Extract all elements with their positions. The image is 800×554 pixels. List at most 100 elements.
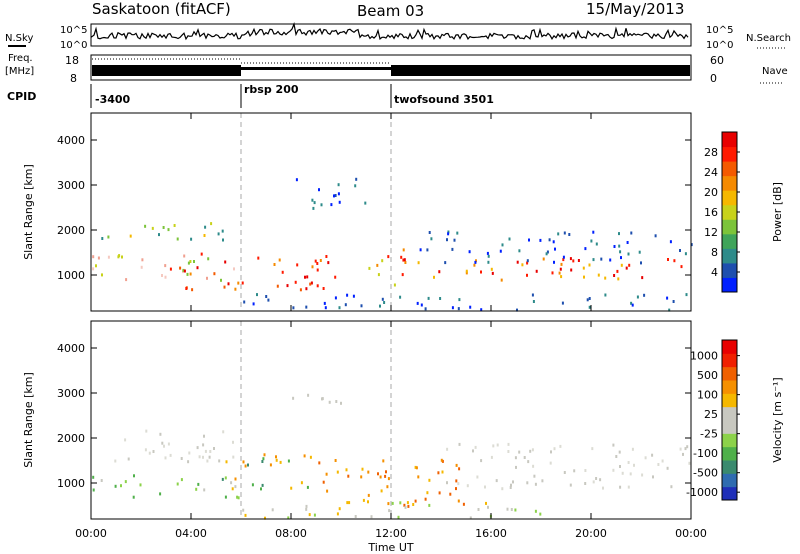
scatter-cell xyxy=(309,455,312,459)
scatter-cell xyxy=(218,459,221,463)
scatter-cell xyxy=(583,275,585,279)
scatter-cell xyxy=(514,456,517,460)
scatter-cell xyxy=(582,266,585,270)
scatter-cell xyxy=(360,475,363,479)
scatter-cell xyxy=(224,495,227,499)
scatter-cell xyxy=(107,235,110,239)
scatter-cell xyxy=(527,460,530,464)
colorbar-segment xyxy=(722,146,737,162)
scatter-cell xyxy=(496,443,499,447)
velocity-colorbar: 1000 500 100 25 -25 -100 -500 -1000 xyxy=(686,339,740,501)
scatter-cell xyxy=(402,258,405,262)
scatter-cell xyxy=(626,241,629,244)
scatter-cell xyxy=(595,477,598,480)
scatter-cell xyxy=(107,255,110,259)
scatter-cell xyxy=(232,455,235,459)
colorbar-segment xyxy=(722,190,737,206)
scatter-cell xyxy=(145,429,148,433)
scatter-cell xyxy=(633,463,635,467)
scatter-cell xyxy=(474,260,477,264)
scatter-cell xyxy=(490,267,493,271)
scatter-cell xyxy=(416,301,419,305)
scatter-cell xyxy=(162,226,165,229)
colorbar-tick-label: 24 xyxy=(704,166,718,179)
scatter-cell xyxy=(196,266,199,270)
scatter-cell xyxy=(224,476,227,480)
scatter-cell xyxy=(234,287,237,291)
scatter-cell xyxy=(630,231,633,235)
scatter-cell xyxy=(322,287,325,290)
scatter-cell xyxy=(144,448,147,452)
velocity-y-axis: 1000 2000 3000 4000 xyxy=(57,342,691,490)
scatter-cell xyxy=(387,502,390,506)
scatter-cell xyxy=(225,460,228,464)
scatter-cell xyxy=(558,271,561,275)
scatter-cell xyxy=(640,261,642,265)
scatter-cell xyxy=(612,468,615,472)
scatter-cell xyxy=(568,233,571,236)
scatter-cell xyxy=(572,259,575,263)
scatter-cell xyxy=(480,308,483,312)
scatter-cell xyxy=(281,270,284,274)
scatter-cell xyxy=(230,481,233,485)
scatter-cell xyxy=(420,303,423,307)
scatter-cell xyxy=(384,474,387,478)
power-y-axis: 1000 2000 3000 4000 xyxy=(57,134,691,282)
scatter-cell xyxy=(618,244,621,248)
scatter-cell xyxy=(377,472,379,476)
scatter-cell xyxy=(355,177,358,181)
scatter-cell xyxy=(367,493,370,497)
scatter-cell xyxy=(294,280,297,284)
freq-panel: Freq. [MHz] 18 8 60 0 Nave xyxy=(5,53,788,85)
scatter-cell xyxy=(242,460,245,464)
colorbar-segment xyxy=(722,393,737,408)
scatter-cell xyxy=(182,268,185,272)
scatter-cell xyxy=(507,450,510,453)
scatter-cell xyxy=(487,505,489,509)
scatter-cell xyxy=(206,459,209,463)
scatter-cell xyxy=(604,293,607,297)
scatter-cell xyxy=(518,249,521,253)
scatter-cell xyxy=(651,453,654,457)
scatter-cell xyxy=(641,276,644,280)
scatter-cell xyxy=(379,304,381,308)
colorbar-tick-label: 16 xyxy=(704,206,718,219)
scatter-cell xyxy=(487,254,490,258)
scatter-cell xyxy=(446,447,449,451)
scatter-cell xyxy=(616,269,619,273)
scatter-cell xyxy=(599,478,602,482)
y-tick-label: 3000 xyxy=(57,387,85,400)
scatter-cell xyxy=(196,446,199,450)
scatter-cell xyxy=(569,483,572,487)
scatter-cell xyxy=(500,278,503,282)
scatter-cell xyxy=(673,259,676,263)
colorbar-tick-label: 4 xyxy=(711,266,718,279)
scatter-cell xyxy=(590,239,593,243)
scatter-cell xyxy=(586,298,589,302)
scatter-cell xyxy=(584,469,587,472)
scatter-cell xyxy=(247,463,249,467)
scatter-cell xyxy=(468,250,471,254)
scatter-cell xyxy=(684,252,687,256)
scatter-cell xyxy=(521,263,524,267)
scatter-cell xyxy=(100,479,103,482)
scatter-cell xyxy=(222,238,224,242)
scatter-cell xyxy=(307,393,310,397)
scatter-cell xyxy=(287,459,290,463)
x-tick-label: 00:00 xyxy=(675,527,707,540)
scatter-cell xyxy=(381,297,384,301)
noise-trace xyxy=(91,21,689,41)
noise-left-label: N.Sky xyxy=(5,33,33,44)
scatter-cell xyxy=(399,501,402,505)
scatter-cell xyxy=(385,470,387,474)
scatter-cell xyxy=(546,250,549,254)
scatter-cell xyxy=(312,206,315,210)
scatter-cell xyxy=(361,467,364,471)
colorbar-segment xyxy=(722,262,737,278)
scatter-cell xyxy=(256,293,258,297)
freq-band-middle xyxy=(241,67,391,70)
scatter-cell xyxy=(271,508,274,512)
scatter-cell xyxy=(490,455,493,459)
scatter-cell xyxy=(152,450,155,453)
